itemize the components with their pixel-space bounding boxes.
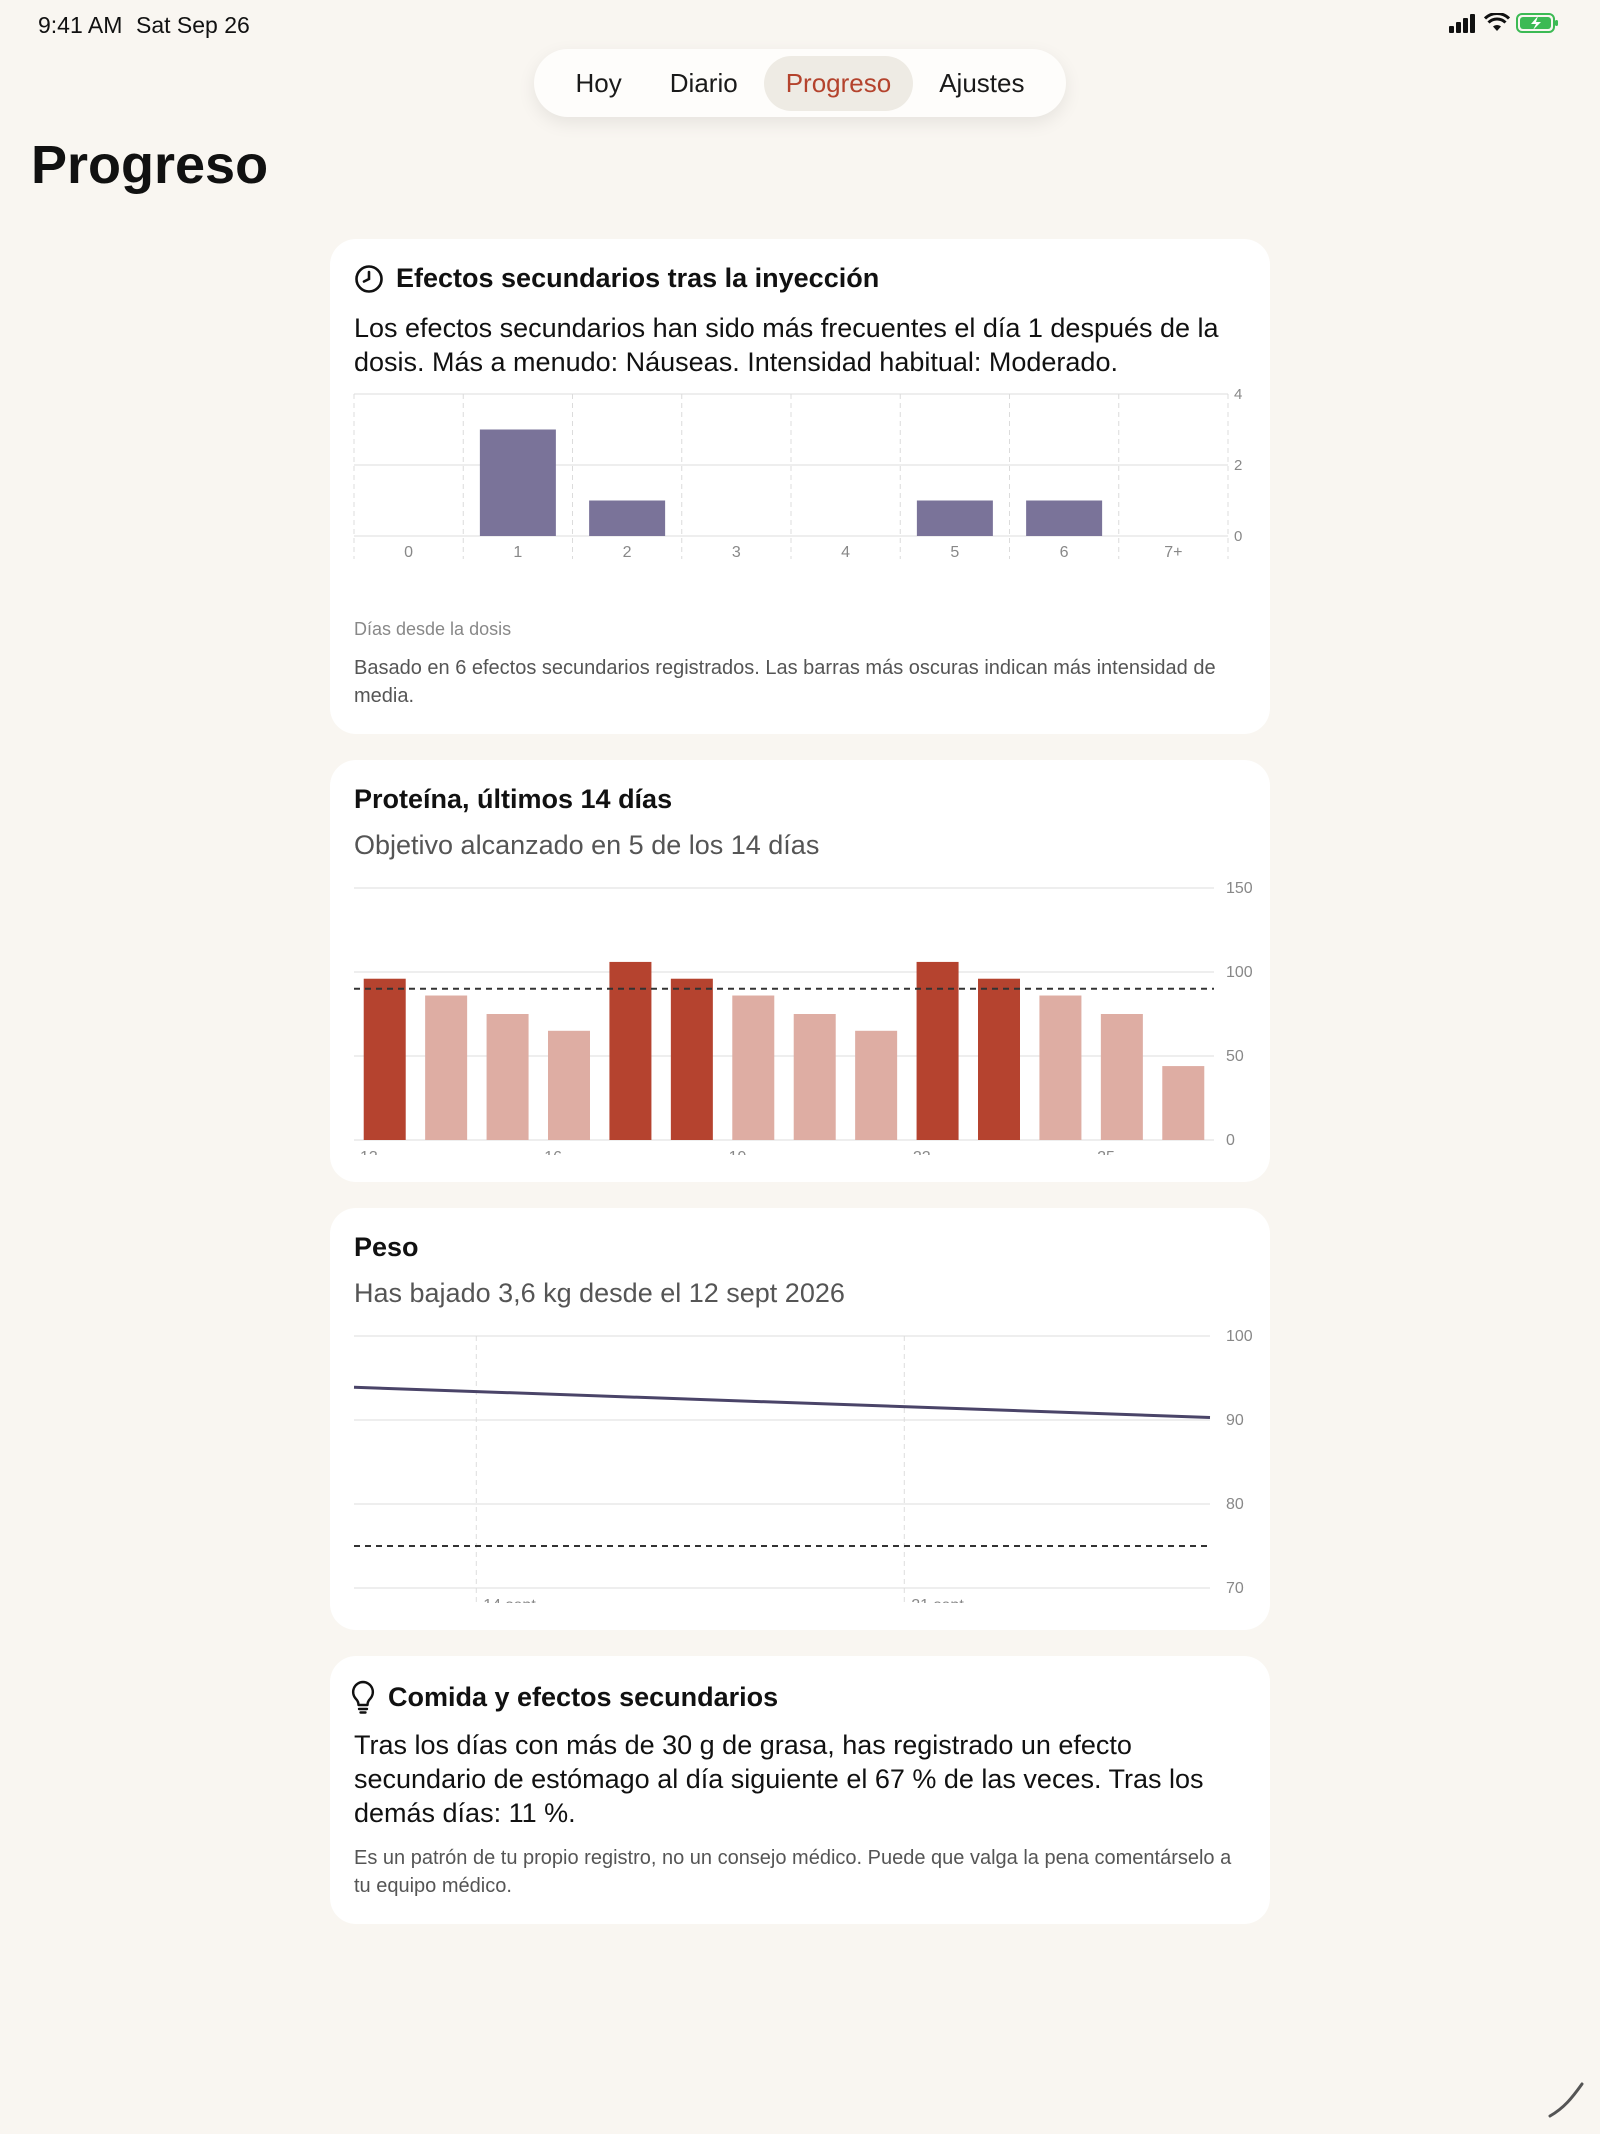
tab-ajustes[interactable]: Ajustes	[939, 67, 1025, 98]
protein-bar	[1162, 1066, 1205, 1140]
weight-chart: 70 80 90 100 14 sept 21 sept	[353, 1328, 1253, 1603]
side-effects-header: Efectos secundarios tras la inyección	[354, 263, 879, 294]
x-tick-label: 21 sept	[911, 1597, 964, 1603]
y-tick-label: 4	[1234, 386, 1242, 403]
y-tick-label: 90	[1226, 1412, 1244, 1429]
food-insight-card: Comida y efectos secundarios Tras los dí…	[330, 1656, 1270, 1924]
side-effects-x-axis-label: Días desde la dosis	[354, 619, 512, 639]
y-tick-label: 70	[1226, 1580, 1244, 1597]
protein-bar	[425, 995, 468, 1140]
x-tick-label: 25	[1097, 1149, 1115, 1155]
wifi-icon	[1484, 13, 1510, 31]
clock-icon	[355, 264, 383, 293]
x-tick-label: 16	[544, 1149, 562, 1155]
status-bar: 9:41 AM Sat Sep 26	[0, 0, 1600, 50]
protein-bar	[855, 1030, 898, 1140]
protein-bar	[1039, 995, 1082, 1140]
tab-hoy[interactable]: Hoy	[575, 67, 622, 98]
protein-bar	[548, 1030, 590, 1140]
protein-header: Proteína, últimos 14 días	[354, 784, 672, 815]
x-tick-label: 19	[729, 1149, 747, 1155]
status-icons	[1448, 12, 1560, 34]
side-effect-bar	[916, 500, 993, 536]
protein-bar	[609, 961, 652, 1140]
protein-subtitle: Objetivo alcanzado en 5 de los 14 días	[354, 830, 820, 860]
side-effect-bar	[1026, 500, 1103, 536]
status-date: Sat Sep 26	[136, 12, 250, 38]
side-effects-card: Efectos secundarios tras la inyección Lo…	[330, 239, 1270, 734]
lightbulb-icon	[351, 1680, 375, 1714]
tab-bar: Hoy Diario Progreso Ajustes	[534, 49, 1066, 117]
side-effects-summary: Los efectos secundarios han sido más fre…	[354, 313, 1219, 377]
x-tick-label: 0	[404, 544, 413, 559]
protein-bar	[1100, 1014, 1143, 1140]
weight-subtitle: Has bajado 3,6 kg desde el 12 sept 2026	[354, 1278, 845, 1308]
side-effects-title: Efectos secundarios tras la inyección	[396, 263, 880, 293]
battery-charging-icon	[1516, 13, 1558, 33]
weight-header: Peso	[354, 1232, 419, 1263]
protein-card: Proteína, últimos 14 días Objetivo alcan…	[330, 760, 1270, 1182]
food-insight-title: Comida y efectos secundarios	[388, 1681, 779, 1712]
protein-title: Proteína, últimos 14 días	[354, 784, 673, 814]
y-tick-label: 100	[1226, 964, 1253, 981]
side-effects-note: Basado en 6 efectos secundarios registra…	[354, 657, 1216, 707]
protein-bar	[486, 1014, 529, 1140]
food-insight-body: Tras los días con más de 30 g de grasa, …	[354, 1730, 1204, 1828]
status-time: 9:41 AM	[38, 12, 123, 38]
y-tick-label: 80	[1226, 1496, 1244, 1513]
x-tick-label: 13	[360, 1149, 378, 1155]
protein-bar	[793, 1014, 836, 1140]
tab-diario[interactable]: Diario	[669, 67, 738, 98]
side-effects-chart: 0 2 4 0 1 2 3 4 5 6 7+	[353, 386, 1242, 559]
page-title: Progreso	[31, 135, 269, 195]
x-tick-label: 2	[623, 544, 632, 559]
y-tick-label: 50	[1226, 1048, 1244, 1065]
y-tick-label: 0	[1226, 1132, 1235, 1149]
y-tick-label: 100	[1226, 1328, 1253, 1345]
x-tick-label: 14 sept	[483, 1597, 536, 1603]
scribble-indicator-icon	[1548, 2082, 1584, 2118]
side-effect-bar	[479, 429, 556, 536]
protein-bar	[363, 978, 406, 1140]
protein-chart: 0 50 100 150 13 16 19 22 25	[354, 880, 1253, 1155]
x-tick-label: 4	[841, 544, 850, 559]
y-tick-label: 150	[1226, 880, 1253, 897]
food-insight-note: Es un patrón de tu propio registro, no u…	[354, 1847, 1232, 1897]
x-tick-label: 1	[513, 544, 522, 559]
protein-bar	[916, 961, 959, 1140]
x-tick-label: 5	[950, 544, 959, 559]
weight-card: Peso Has bajado 3,6 kg desde el 12 sept …	[330, 1208, 1270, 1630]
x-tick-label: 22	[913, 1149, 931, 1155]
x-tick-label: 7+	[1164, 544, 1182, 559]
y-tick-label: 2	[1234, 457, 1242, 474]
x-tick-label: 6	[1060, 544, 1069, 559]
food-insight-header: Comida y efectos secundarios	[350, 1680, 778, 1714]
tab-progreso[interactable]: Progreso	[763, 55, 914, 111]
cellular-signal-icon	[1449, 14, 1475, 33]
protein-bar	[978, 978, 1020, 1140]
protein-bar	[732, 995, 775, 1140]
weight-title: Peso	[354, 1232, 419, 1262]
x-tick-label: 3	[732, 544, 741, 559]
side-effect-bar	[589, 500, 666, 536]
weight-line	[353, 1385, 1211, 1419]
protein-bar	[670, 978, 713, 1140]
y-tick-label: 0	[1234, 528, 1242, 545]
